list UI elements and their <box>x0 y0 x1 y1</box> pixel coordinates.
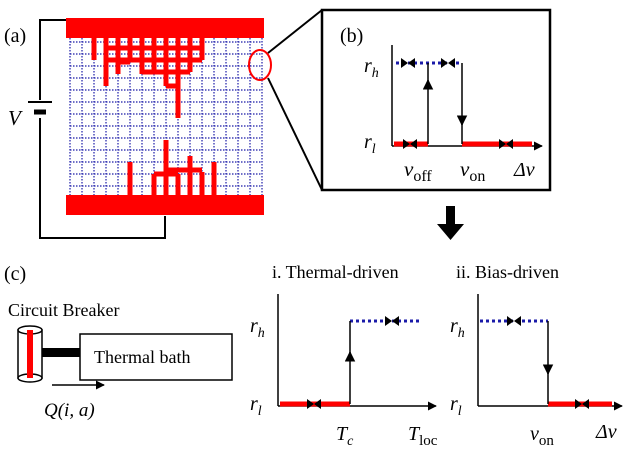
plot-i-bowtie-markers <box>307 316 399 409</box>
zoom-circle <box>248 49 272 81</box>
bowtie-marker <box>441 58 455 68</box>
circuit-breaker-label: Circuit Breaker <box>8 300 119 320</box>
plot-ii-rl-label: rl <box>450 393 462 419</box>
b-rh-label: rh <box>364 55 379 81</box>
plot-i-rh-label: rh <box>250 315 265 341</box>
voltage-label: V <box>8 106 23 130</box>
bowtie-marker <box>385 316 399 326</box>
plot-ii-dv-label: Δv <box>595 421 617 443</box>
b-bowtie-markers <box>401 58 513 149</box>
bowtie-marker <box>307 399 321 409</box>
b-rl-label: rl <box>364 131 376 157</box>
panel-b-frame <box>320 8 552 192</box>
plot-i-tloc-label: Tloc <box>408 423 438 449</box>
b-von-label: von <box>460 157 485 185</box>
battery-icon <box>28 101 52 115</box>
b-voff-label: voff <box>404 157 432 185</box>
bowtie-marker <box>401 58 415 68</box>
breaker-cylinder-icon <box>17 325 43 383</box>
plot-ii-bowtie-markers <box>507 316 589 409</box>
plot-ii-title: ii. Bias-driven <box>456 262 559 282</box>
plot-i-rl-label: rl <box>250 393 262 419</box>
down-arrow-icon <box>437 206 464 240</box>
bowtie-marker <box>575 399 589 409</box>
conductive-filaments <box>91 38 217 196</box>
panel-a-label: (a) <box>4 25 26 47</box>
plot-ii-rh-label: rh <box>450 315 465 341</box>
bowtie-marker <box>403 139 417 149</box>
panel-c-label: (c) <box>4 263 26 285</box>
zoom-line-bottom <box>267 77 323 191</box>
panel-b-label: (b) <box>340 25 363 47</box>
bowtie-marker <box>507 316 521 326</box>
panel-b: (b) rh rl voff von Δv <box>320 8 552 192</box>
plot-i-tc-label: Tc <box>336 423 354 449</box>
top-electrode <box>66 18 264 38</box>
bottom-electrode <box>66 195 264 215</box>
zoom-line-top <box>267 9 323 54</box>
thermal-bath-label: Thermal bath <box>94 347 190 367</box>
thermal-link <box>42 348 80 357</box>
thermal-bath-box <box>79 333 233 381</box>
plot-i-title: i. Thermal-driven <box>272 262 399 282</box>
panel-a: (a) V <box>4 9 323 239</box>
plot-ii-von-label: von <box>530 423 554 449</box>
bowtie-marker <box>499 139 513 149</box>
b-dv-label: Δv <box>513 159 535 181</box>
panel-c: (c) Circuit Breaker Thermal bath Q(i, a)… <box>4 262 623 449</box>
heat-flow-label: Q(i, a) <box>44 400 95 421</box>
